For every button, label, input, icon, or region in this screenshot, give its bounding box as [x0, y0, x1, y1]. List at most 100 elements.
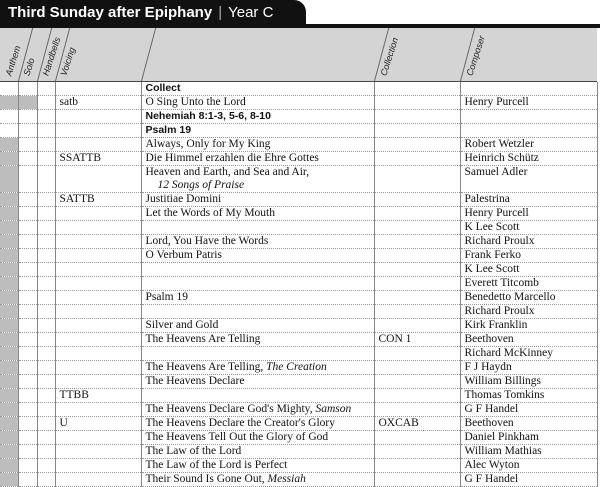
handbells-cell: [37, 416, 56, 431]
title: The Heavens Declare the Creator's Glory: [145, 417, 336, 429]
title-cell: Psalm 19: [141, 290, 375, 305]
table-row: SATTB Justitiae Domini Palestrina: [0, 192, 598, 207]
table-row: Richard McKinney: [0, 346, 598, 361]
composer-cell: Richard Proulx: [460, 304, 598, 319]
handbells-cell: [37, 360, 56, 375]
composer-cell: [460, 82, 598, 96]
title: The Heavens Tell Out the Glory of God: [145, 431, 329, 443]
composer-cell: Frank Ferko: [460, 248, 598, 263]
title: Die Himmel erzahlen die Ehre Gottes: [145, 152, 319, 164]
solo-cell: [18, 123, 38, 138]
liturgical-year: Year C: [228, 4, 274, 21]
voicing-cell: [55, 360, 142, 375]
solo-cell: [18, 95, 38, 110]
anthem-cell: [0, 276, 19, 291]
voicing-cell: [55, 318, 142, 333]
title-cell: The Heavens Declare God's Mighty, Samson: [141, 402, 375, 417]
composer-cell: Richard McKinney: [460, 346, 598, 361]
composer-cell: Palestrina: [460, 192, 598, 207]
title: The Law of the Lord is Perfect: [145, 459, 288, 471]
title-cell: The Heavens Declare the Creator's Glory: [141, 416, 375, 431]
service-title: Third Sunday after Epiphany: [8, 4, 213, 21]
reading-heading: Collect: [141, 82, 375, 96]
handbells-cell: [37, 206, 56, 221]
composer-cell: William Billings: [460, 374, 598, 389]
voicing-cell: [55, 165, 142, 193]
composer-cell: F J Haydn: [460, 360, 598, 375]
solo-cell: [18, 276, 38, 291]
work-title: Messiah: [267, 473, 306, 485]
handbells-cell: [37, 472, 56, 487]
solo-cell: [18, 430, 38, 445]
anthem-cell: [0, 123, 19, 138]
handbells-cell: [37, 165, 56, 193]
title-cell: The Heavens Declare: [141, 374, 375, 389]
anthem-cell: [0, 430, 19, 445]
anthem-cell: [0, 388, 19, 403]
title: Silver and Gold: [145, 319, 219, 331]
handbells-cell: [37, 290, 56, 305]
voicing-cell: SATTB: [55, 192, 142, 207]
collection-cell: [374, 137, 461, 152]
composer-cell: Henry Purcell: [460, 95, 598, 110]
title-cell: O Verbum Patris: [141, 248, 375, 263]
table-row: Let the Words of My Mouth Henry Purcell: [0, 206, 598, 221]
anthem-cell: [0, 192, 19, 207]
title: O Verbum Patris: [145, 249, 222, 261]
voicing-cell: [55, 82, 142, 96]
composer-cell: K Lee Scott: [460, 220, 598, 235]
collection-cell: [374, 109, 461, 124]
solo-cell: [18, 220, 38, 235]
handbells-cell: [37, 262, 56, 277]
title: The Heavens Declare: [145, 375, 245, 387]
collection-cell: [374, 206, 461, 221]
title: O Sing Unto the Lord: [145, 96, 246, 108]
solo-cell: [18, 206, 38, 221]
voicing-cell: [55, 304, 142, 319]
title: Heaven and Earth, and Sea and Air,: [145, 166, 310, 178]
handbells-cell: [37, 137, 56, 152]
anthem-cell: [0, 248, 19, 263]
collection-cell: [374, 95, 461, 110]
table-row: Silver and Gold Kirk Franklin: [0, 318, 598, 333]
solo-cell: [18, 318, 38, 333]
anthem-cell: [0, 374, 19, 389]
title-cell: [141, 220, 375, 235]
solo-cell: [18, 346, 38, 361]
music-table: Collect satb O Sing Unto the Lord Henry Pur…: [0, 82, 598, 487]
collection-cell: [374, 402, 461, 417]
title-cell: [141, 346, 375, 361]
table-row: Always, Only for My King Robert Wetzler: [0, 137, 598, 152]
table-row: Lord, You Have the Words Richard Proulx: [0, 234, 598, 249]
solo-cell: [18, 360, 38, 375]
anthem-cell: [0, 234, 19, 249]
handbells-cell: [37, 458, 56, 473]
title-cell: [141, 388, 375, 403]
voicing-cell: [55, 206, 142, 221]
title-cell: [141, 276, 375, 291]
anthem-cell: [0, 109, 19, 124]
reading-heading-row: Nehemiah 8:1-3, 5-6, 8-10: [0, 109, 598, 124]
handbells-cell: [37, 248, 56, 263]
title-cell: The Law of the Lord is Perfect: [141, 458, 375, 473]
solo-cell: [18, 388, 38, 403]
table-row: U The Heavens Declare the Creator's Glory…: [0, 416, 598, 431]
anthem-cell: [0, 206, 19, 221]
collection-cell: [374, 444, 461, 459]
anthem-cell: [0, 444, 19, 459]
title-cell: Die Himmel erzahlen die Ehre Gottes: [141, 151, 375, 166]
work-title: The Creation: [266, 361, 327, 373]
title-cell: [141, 262, 375, 277]
title-cell: Let the Words of My Mouth: [141, 206, 375, 221]
table-row: The Heavens Declare God's Mighty, Samson…: [0, 402, 598, 417]
title-cell: The Heavens Tell Out the Glory of God: [141, 430, 375, 445]
collection-cell: [374, 192, 461, 207]
collection-cell: [374, 388, 461, 403]
anthem-cell: [0, 472, 19, 487]
subtitle: 12 Songs of Praise: [157, 179, 245, 191]
composer-cell: Heinrich Schütz: [460, 151, 598, 166]
handbells-cell: [37, 123, 56, 138]
title: Their Sound Is Gone Out,: [145, 473, 268, 485]
composer-cell: Kirk Franklin: [460, 318, 598, 333]
header-rule: [0, 24, 600, 28]
